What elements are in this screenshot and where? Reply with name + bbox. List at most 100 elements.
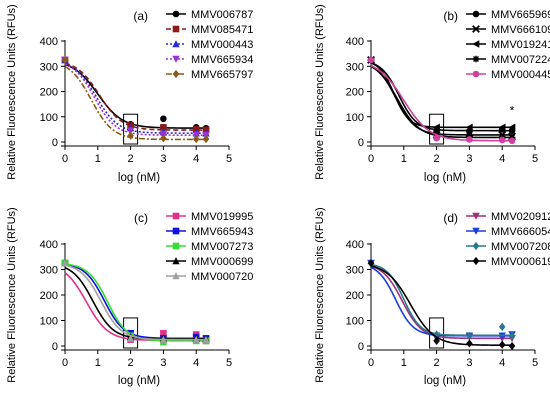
x-axis-label: log (nM) [118, 375, 160, 387]
legend-marker [472, 241, 480, 251]
y-tick-label: 100 [40, 316, 58, 328]
fit-curve [64, 62, 207, 131]
y-tick-label: 200 [40, 87, 58, 99]
legend-marker [172, 272, 180, 280]
x-tick-label: 4 [193, 357, 199, 369]
legend-entry: MMV665934 [191, 54, 253, 66]
data-point [466, 331, 473, 340]
legend-marker [472, 55, 480, 63]
legend-marker [172, 25, 180, 33]
y-tick-label: 100 [40, 112, 58, 124]
x-tick-label: 2 [128, 357, 134, 369]
x-tick-label: 4 [499, 357, 505, 369]
legend: MMV020912 MMV666054 MMV007208 MMV000619 [466, 211, 550, 268]
x-axis-label: log (nM) [424, 172, 466, 184]
data-series [367, 259, 516, 343]
panel-label: (a) [133, 9, 148, 23]
data-point [508, 137, 516, 145]
data-point [433, 336, 440, 345]
legend-marker [172, 212, 180, 220]
data-point [160, 124, 167, 131]
panel-label: (d) [443, 211, 458, 225]
data-series [367, 259, 516, 340]
y-axis-label: Relative Fluorescence Units (RFUs) [314, 207, 326, 382]
legend-marker [172, 227, 180, 235]
legend-marker [472, 10, 480, 18]
fit-curve [370, 265, 513, 347]
legend-entry: MMV000699 [191, 256, 253, 268]
legend-marker [472, 212, 480, 220]
x-tick-label: 2 [434, 153, 440, 165]
data-series [61, 259, 210, 342]
fit-curve [370, 65, 513, 142]
legend-marker [172, 55, 180, 63]
chart-panel: 0 100 200 300 400 0 1 2 3 4 5 log (nM) Relative Fluo… [314, 207, 550, 387]
data-point [508, 123, 516, 132]
highlight-box [429, 317, 445, 349]
x-tick-label: 4 [193, 153, 199, 165]
legend-entry: MMV007224 [491, 54, 550, 66]
data-point [466, 339, 473, 348]
y-tick-label: 400 [346, 36, 364, 48]
y-tick-label: 200 [346, 87, 364, 99]
data-point [160, 134, 167, 143]
y-tick-label: 200 [40, 290, 58, 302]
chart-panel: 0 100 200 300 400 0 1 2 3 4 5 log (nM) Relative Fluo… [314, 4, 550, 184]
y-tick-label: 0 [52, 137, 58, 149]
data-series [61, 259, 210, 346]
y-axis-label: Relative Fluorescence Units (RFUs) [314, 4, 326, 179]
fit-curve [64, 264, 207, 341]
data-point [159, 335, 168, 343]
x-tick-label: 1 [95, 357, 101, 369]
y-tick-label: 200 [346, 290, 364, 302]
legend: MMV019995 MMV665943 MMV007273 MMV000699 MMV0… [166, 211, 253, 283]
x-tick-label: 1 [95, 153, 101, 165]
fit-curve [64, 63, 207, 134]
y-tick-label: 400 [40, 239, 58, 251]
legend-entry: MMV020912 [491, 211, 550, 223]
data-point [367, 56, 375, 64]
annotation-asterisk: * [510, 104, 515, 118]
legend: MMV006787 MMV085471 MMV000443 MMV665934 MMV6… [166, 9, 253, 81]
x-tick-label: 3 [160, 153, 166, 165]
data-point [508, 341, 516, 351]
fit-curve [64, 65, 207, 141]
fit-curve [370, 265, 513, 340]
data-point [498, 332, 506, 340]
legend-marker [472, 70, 480, 78]
x-tick-label: 0 [368, 153, 374, 165]
legend-marker [172, 69, 180, 79]
y-tick-label: 0 [358, 137, 364, 149]
data-point [498, 322, 506, 331]
legend-entry: MMV666054 [491, 226, 550, 238]
x-tick-label: 1 [401, 357, 407, 369]
data-series [61, 259, 210, 343]
legend-entry: MMV000619 [491, 256, 550, 268]
legend-entry: MMV007208 [491, 241, 550, 253]
data-point [466, 136, 473, 143]
x-tick-label: 2 [128, 153, 134, 165]
y-tick-label: 300 [346, 265, 364, 277]
data-point [192, 134, 200, 144]
legend-entry: MMV665969 [491, 9, 550, 21]
x-tick-label: 3 [160, 357, 166, 369]
data-series [367, 56, 516, 145]
x-tick-label: 0 [368, 357, 374, 369]
x-tick-label: 5 [226, 153, 232, 165]
fit-curve [64, 272, 207, 342]
data-series [61, 56, 210, 132]
data-point [192, 335, 200, 343]
panel-label: (c) [134, 211, 148, 225]
data-series [367, 56, 516, 132]
y-axis-label: Relative Fluorescence Units (RFUs) [6, 207, 18, 382]
data-series [61, 259, 210, 345]
y-tick-label: 300 [40, 265, 58, 277]
highlight-box [123, 113, 139, 145]
x-axis-label: log (nM) [424, 375, 466, 387]
legend-entry: MMV019995 [191, 211, 253, 223]
data-point [202, 134, 210, 144]
data-series [367, 259, 516, 351]
legend-marker [472, 40, 480, 48]
fit-curve [370, 263, 513, 337]
